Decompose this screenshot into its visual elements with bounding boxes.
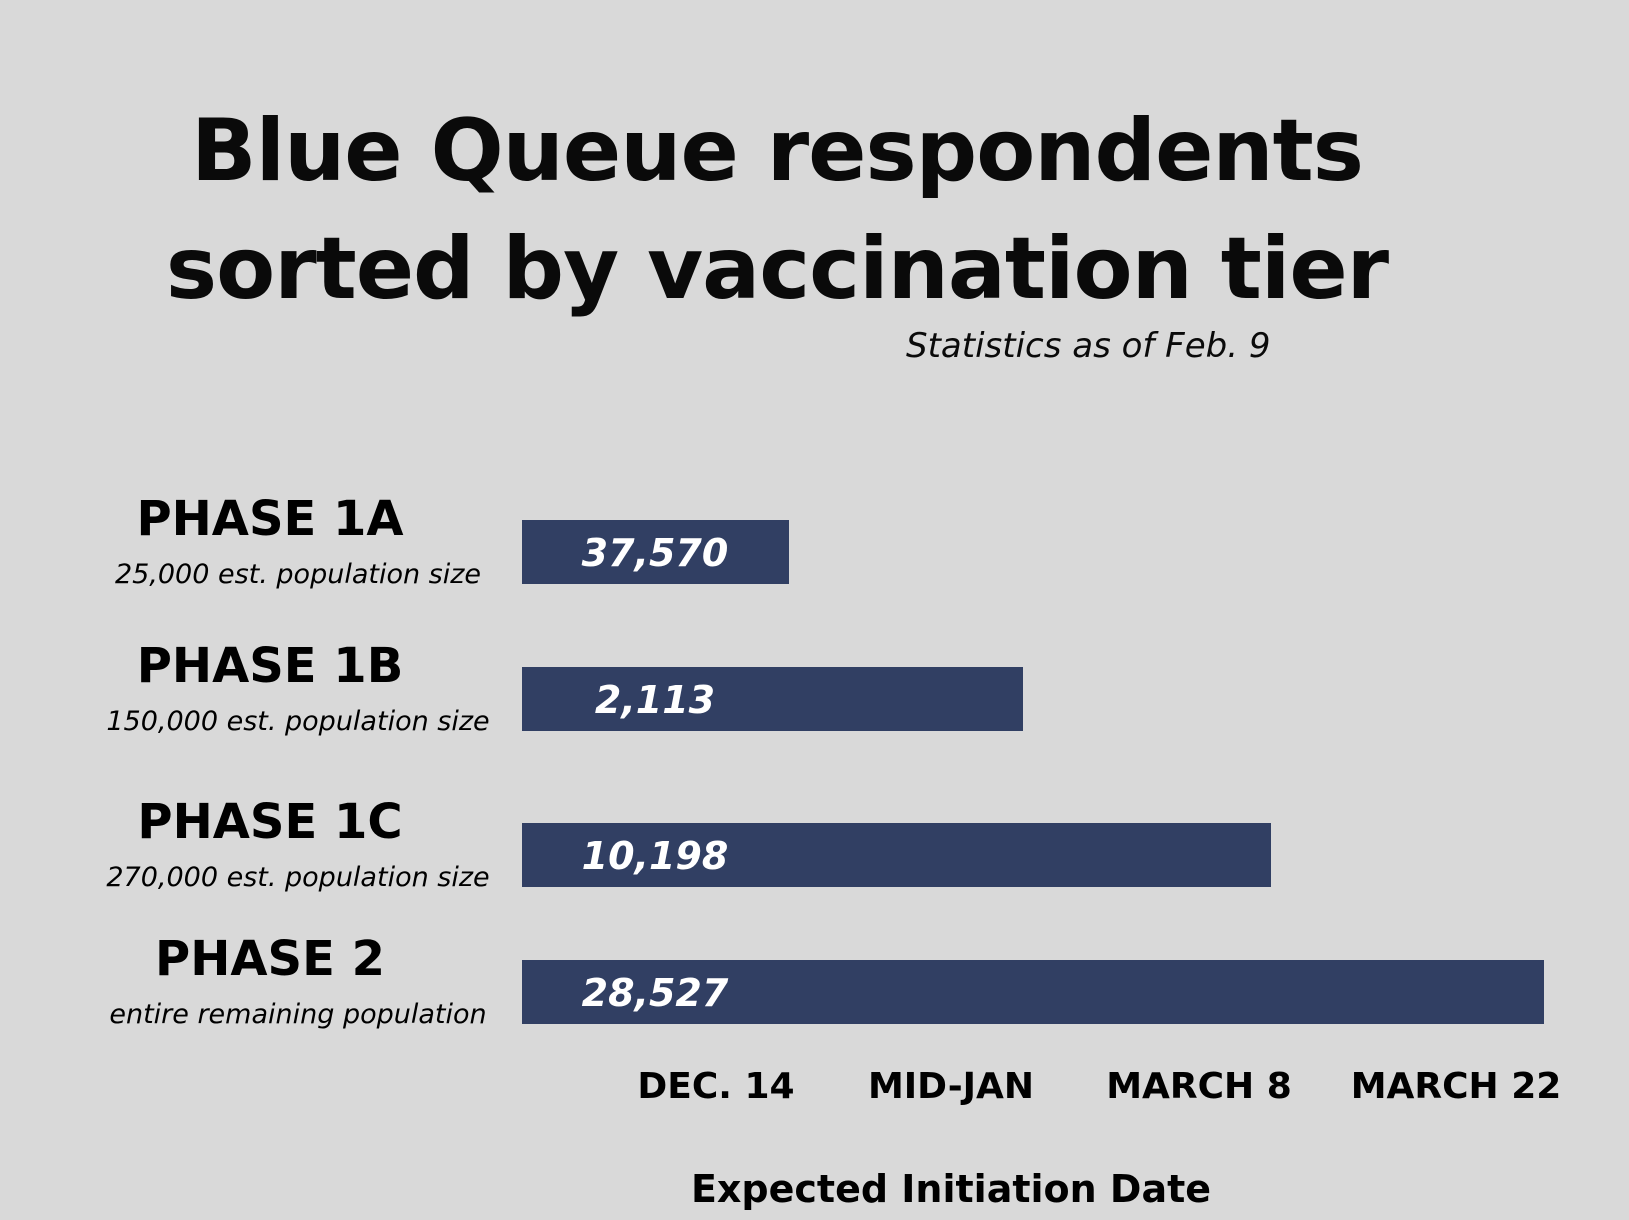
bar (522, 823, 1271, 887)
chart-title: Blue Queue respondents sorted by vaccina… (0, 92, 1554, 328)
category-note: 25,000 est. population size (115, 559, 481, 590)
bar (522, 960, 1544, 1024)
category-note: entire remaining population (109, 999, 486, 1030)
x-tick-label: MARCH 22 (1351, 1066, 1562, 1107)
bar (522, 667, 1023, 731)
chart-title-line-2: sorted by vaccination tier (165, 219, 1389, 319)
category-note: 270,000 est. population size (106, 862, 489, 893)
category-label: PHASE 1A (136, 491, 403, 547)
bar-value-label: 2,113 (595, 678, 715, 722)
x-tick-label: MARCH 8 (1106, 1066, 1292, 1107)
x-tick-label: DEC. 14 (637, 1066, 794, 1107)
chart-title-line-1: Blue Queue respondents (191, 101, 1364, 201)
x-tick-label: MID-JAN (868, 1066, 1034, 1107)
x-axis-label: Expected Initiation Date (691, 1167, 1211, 1211)
category-label: PHASE 2 (155, 931, 385, 987)
bar-value-label: 28,527 (582, 971, 729, 1015)
bar-value-label: 37,570 (582, 531, 729, 575)
chart-subtitle: Statistics as of Feb. 9 (906, 326, 1271, 366)
bar-value-label: 10,198 (582, 834, 729, 878)
category-label: PHASE 1C (137, 794, 402, 850)
category-note: 150,000 est. population size (106, 706, 489, 737)
bar (522, 520, 789, 584)
category-label: PHASE 1B (137, 638, 404, 694)
